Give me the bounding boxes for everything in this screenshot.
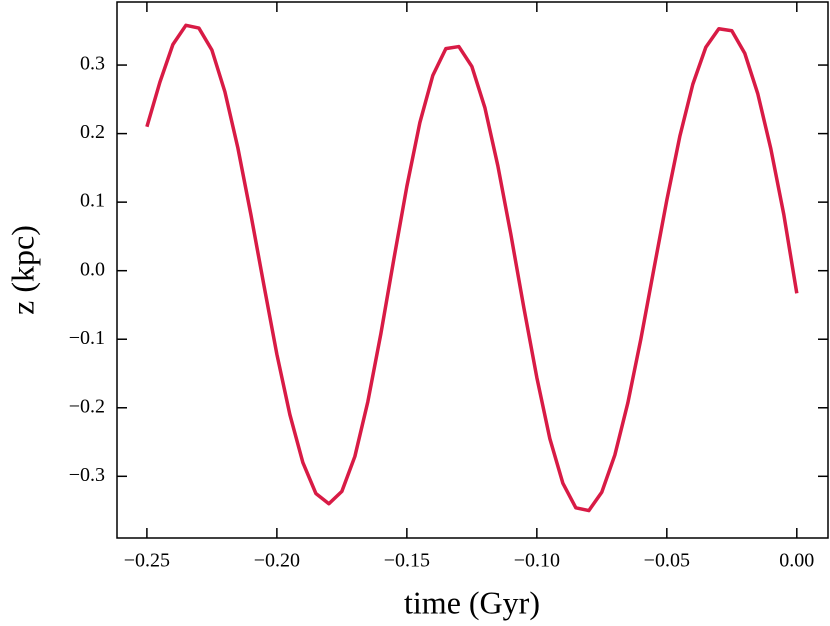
y-tick-label: −0.3 <box>69 464 105 486</box>
x-tick-label: −0.20 <box>254 550 300 572</box>
x-tick-label: −0.25 <box>124 550 170 572</box>
y-axis-label: z (kpc) <box>4 225 40 315</box>
x-tick-label: −0.10 <box>514 550 560 572</box>
y-tick-label: 0.2 <box>80 121 105 143</box>
x-tick-label: −0.15 <box>384 550 430 572</box>
x-axis-label: time (Gyr) <box>404 584 540 620</box>
x-tick-label: 0.00 <box>779 550 814 572</box>
y-tick-label: −0.2 <box>69 395 105 417</box>
x-tick-label: −0.05 <box>644 550 690 572</box>
y-tick-label: 0.1 <box>80 190 105 212</box>
data-line <box>145 23 799 513</box>
y-tick-label: 0.3 <box>80 53 105 75</box>
y-tick-label: −0.1 <box>69 327 105 349</box>
y-tick-label: 0.0 <box>80 258 105 280</box>
